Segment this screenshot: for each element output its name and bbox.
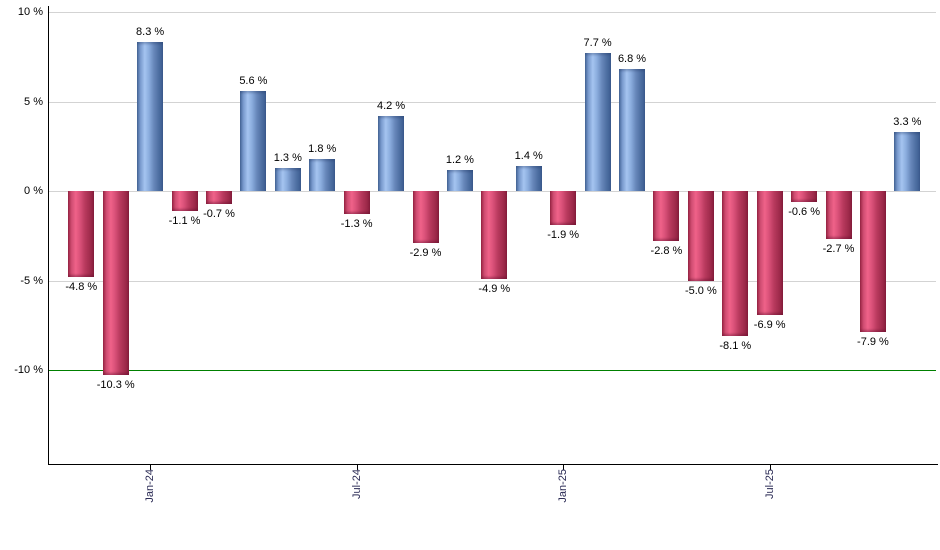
x-axis-tick	[356, 465, 358, 470]
bar-Nov-23	[68, 191, 95, 277]
bar-value-label-Jun-24: 1.8 %	[308, 142, 337, 155]
x-axis-line	[48, 464, 938, 465]
bar-Nov-25	[894, 131, 921, 191]
bar-value-label-Jun-25: -8.1 %	[719, 339, 752, 352]
bar-value-label-Nov-25: 3.3 %	[893, 115, 922, 128]
x-axis-tick	[769, 465, 771, 470]
bar-Sep-24	[412, 191, 439, 243]
bar-value-label-Oct-25: -7.9 %	[857, 336, 889, 349]
bar-Aug-24	[378, 115, 405, 191]
bar-Apr-24	[240, 90, 267, 191]
x-axis-tick	[563, 465, 565, 470]
bar-value-label-Sep-24: -2.9 %	[409, 246, 442, 259]
bar-value-label-Jan-25: -1.9 %	[547, 229, 580, 241]
bar-value-label-Aug-25: -0.6 %	[788, 205, 820, 218]
y-axis-tick-label: 10 %	[17, 6, 43, 18]
bar-value-label-Jul-25: -6.9 %	[753, 318, 786, 331]
y-axis-tick-label: -10 %	[14, 364, 43, 376]
bar-Jun-24	[309, 158, 336, 191]
bar-value-label-Dec-23: -10.3 %	[96, 379, 135, 392]
gridline--5pct	[48, 280, 936, 282]
bar-Mar-24	[205, 191, 232, 204]
bar-value-label-Apr-24: 5.6 %	[239, 74, 268, 87]
bar-value-label-Jul-24: -1.3 %	[340, 218, 373, 231]
bar-value-label-Feb-24: -1.1 %	[168, 214, 201, 227]
bar-Sep-25	[825, 191, 852, 240]
bar-value-label-Aug-24: 4.2 %	[377, 99, 406, 112]
bar-value-label-Mar-25: 6.8 %	[617, 53, 647, 66]
x-axis-tick-label: Jul-25	[763, 469, 776, 499]
bar-Jan-25	[550, 191, 577, 225]
bar-Jul-25	[756, 191, 783, 315]
bar-value-label-Oct-24: 1.2 %	[445, 153, 474, 166]
bar-value-label-May-25: -5.0 %	[684, 284, 717, 297]
gridline-10pct	[48, 12, 936, 13]
y-axis-tick-label: -5 %	[20, 274, 43, 287]
bar-value-label-Feb-25: 7.7 %	[583, 37, 612, 50]
bar-Feb-24	[171, 191, 198, 211]
x-axis-tick-label: Jan-25	[557, 469, 570, 503]
bar-Jan-24	[137, 42, 164, 191]
bar-Nov-24	[481, 191, 508, 279]
x-axis-tick-label: Jul-24	[350, 469, 363, 499]
bar-value-label-May-24: 1.3 %	[273, 151, 302, 164]
x-axis-tick-label: Jan-24	[144, 469, 157, 503]
bar-value-label-Mar-24: -0.7 %	[203, 207, 235, 220]
bar-Oct-25	[859, 191, 886, 333]
bar-Mar-25	[619, 69, 646, 191]
bar-Jun-25	[722, 191, 749, 336]
bar-Dec-24	[515, 165, 542, 191]
bar-Dec-23	[102, 191, 129, 376]
bar-Apr-25	[653, 191, 680, 242]
y-axis-line	[48, 6, 49, 465]
bar-Oct-24	[446, 169, 473, 191]
reference-line	[48, 370, 936, 371]
bar-value-label-Dec-24: 1.4 %	[514, 149, 543, 162]
x-axis-tick	[150, 465, 152, 470]
bar-May-25	[687, 191, 714, 281]
bar-value-label-Apr-25: -2.8 %	[650, 245, 683, 258]
bar-value-label-Jan-24: 8.3 %	[136, 26, 165, 39]
bar-value-label-Nov-23: -4.8 %	[65, 280, 98, 293]
y-axis-tick-label: 5 %	[24, 95, 43, 108]
bar-Aug-25	[791, 191, 818, 202]
y-axis-tick-label: 0 %	[24, 185, 43, 197]
bar-Jul-24	[343, 191, 370, 215]
bar-value-label-Sep-25: -2.7 %	[822, 243, 855, 256]
bar-Feb-25	[584, 53, 611, 191]
bar-value-label-Nov-24: -4.9 %	[478, 282, 511, 295]
gridline-5pct	[48, 101, 936, 103]
bar-May-24	[274, 167, 301, 191]
